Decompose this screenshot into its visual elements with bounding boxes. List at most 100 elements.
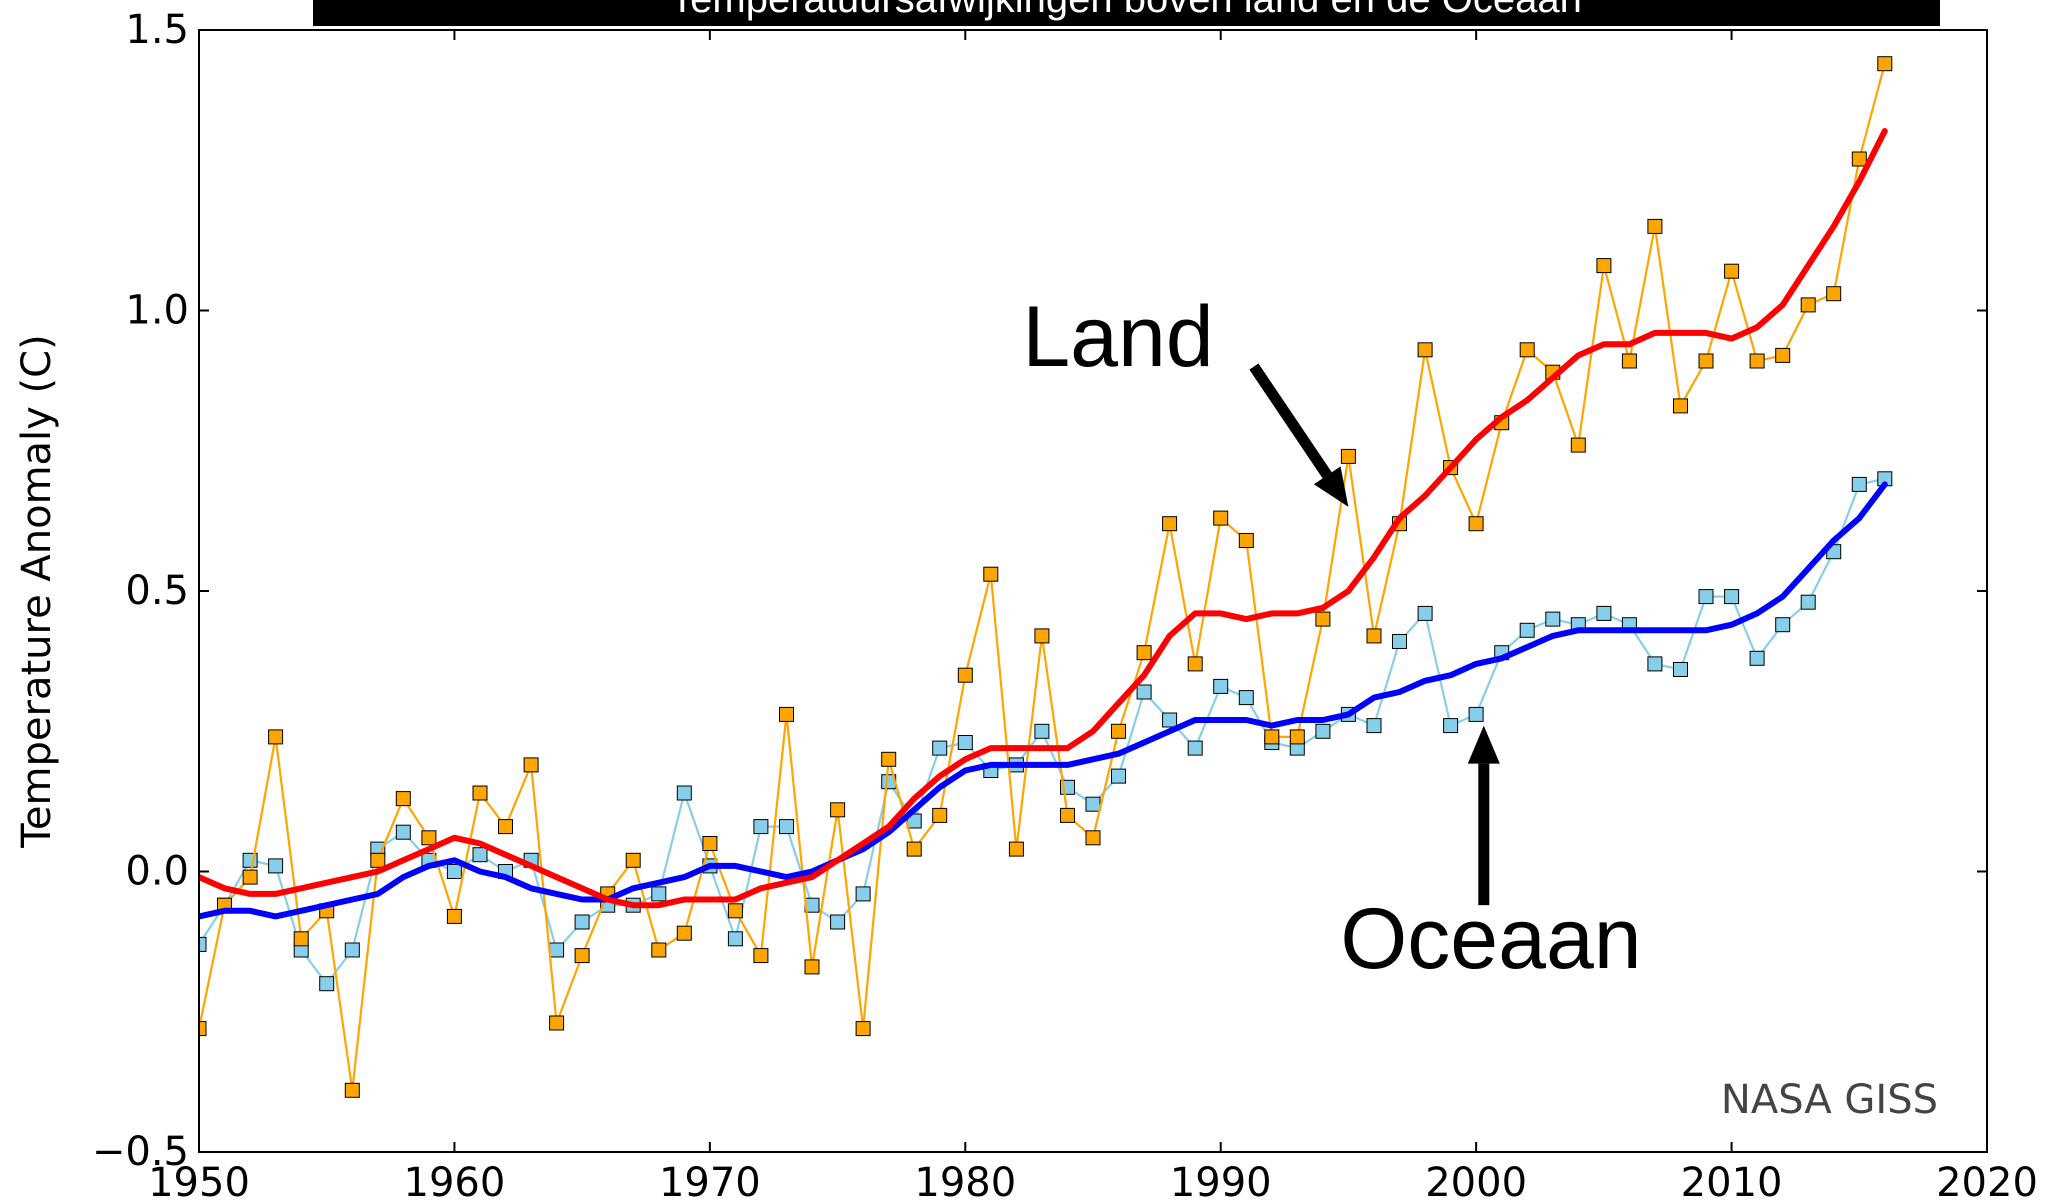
land-annual-point xyxy=(1187,656,1203,672)
land-annual-point xyxy=(957,667,973,683)
ocean-annual-point xyxy=(1724,589,1740,605)
land-annual-point xyxy=(1673,398,1688,414)
land-annual-point xyxy=(676,925,692,941)
ocean-arrow-head xyxy=(1467,725,1500,764)
series-layer xyxy=(199,56,1893,1098)
land-annual-point xyxy=(370,852,386,868)
x-tick-label: 2010 xyxy=(1681,1160,1783,1203)
land-annual-point xyxy=(1238,533,1254,548)
land-label: Land xyxy=(1022,289,1213,385)
ocean-annual-point xyxy=(1545,611,1561,627)
title-bar xyxy=(313,0,1940,26)
land-annual-point xyxy=(1800,297,1816,313)
ocean-annual-series xyxy=(199,471,1893,992)
land-annual-point xyxy=(446,908,462,924)
land-annual-point xyxy=(1034,628,1050,644)
ocean-annual-point xyxy=(676,785,692,801)
ocean-annual-point xyxy=(1392,634,1407,649)
land-smooth-line xyxy=(199,128,1888,909)
ocean-annual-point xyxy=(1851,476,1867,492)
ocean-annual-point xyxy=(446,864,462,879)
land-annual-point xyxy=(1724,263,1740,279)
land-arrow-shaft xyxy=(1249,363,1332,479)
ocean-annual-point xyxy=(1775,617,1791,633)
land-arrow-head xyxy=(1313,466,1349,507)
ocean-annual-point xyxy=(344,942,360,958)
ocean-label: Oceaan xyxy=(1340,891,1641,987)
land-annual-point xyxy=(1468,516,1484,532)
ocean-annual-point xyxy=(1698,589,1714,605)
ocean-annual-point xyxy=(1673,662,1688,677)
land-annual-point xyxy=(1060,807,1075,823)
ocean-annual-point xyxy=(1034,723,1050,739)
land-annual-point xyxy=(1826,286,1842,302)
land-annual-point xyxy=(344,1082,360,1098)
ocean-annual-point xyxy=(1315,723,1331,739)
y-axis-title: Temperature Anomaly (C) xyxy=(14,334,60,848)
land-annual-point xyxy=(932,807,948,823)
land-annual-point xyxy=(1289,729,1305,745)
land-annual-point xyxy=(199,1021,207,1037)
land-annual-point xyxy=(1111,723,1126,739)
ocean-annual-point xyxy=(1800,594,1816,610)
x-tick-label: 1980 xyxy=(914,1160,1016,1203)
x-tick-label: 1950 xyxy=(148,1160,250,1203)
ocean-annual-point xyxy=(1647,656,1663,672)
ocean-annual-point xyxy=(199,936,207,952)
land-annual-point xyxy=(702,836,718,851)
ocean-annual-point xyxy=(1213,678,1229,694)
ocean-annual-point xyxy=(574,914,590,930)
x-tick-label: 1970 xyxy=(659,1160,761,1203)
land-annual-point xyxy=(242,869,258,885)
land-annual-point xyxy=(804,959,820,975)
ocean-smooth-line xyxy=(199,481,1888,920)
y-tick-label: −0.5 xyxy=(92,1129,189,1175)
land-annual-point xyxy=(1749,353,1765,369)
y-tick-label: 0.5 xyxy=(125,568,189,614)
ocean-annual-point xyxy=(268,858,284,874)
land-annual-point xyxy=(1264,729,1280,745)
land-annual-point xyxy=(881,751,897,767)
land-annual-point xyxy=(1877,56,1893,72)
land-annual-point xyxy=(1366,628,1382,644)
ocean-annual-point xyxy=(753,819,769,835)
land-annual-point xyxy=(830,802,846,818)
land-annual-point xyxy=(906,841,922,857)
ocean-annual-point xyxy=(779,819,794,835)
land-annual-point xyxy=(1851,151,1867,167)
ocean-annual-point xyxy=(651,886,667,902)
land-annual-point xyxy=(1315,611,1331,627)
x-tick-label: 1990 xyxy=(1170,1160,1272,1203)
x-tick-label: 2020 xyxy=(1936,1160,2038,1203)
ocean-annual-point xyxy=(1366,718,1382,734)
land-annual-point xyxy=(549,1015,565,1031)
land-annual-point xyxy=(1136,645,1152,661)
tick-layer: −0.5 0.0 0.5 1.0 1.5 1950 1960 1970 1980 1990 2000… xyxy=(92,7,2038,1203)
ocean-annual-point xyxy=(1443,718,1459,734)
ocean-annual-point xyxy=(855,886,871,902)
land-annual-point xyxy=(1213,510,1229,526)
land-annual-point xyxy=(268,729,284,745)
land-annual-point xyxy=(1596,258,1612,274)
land-annual-point xyxy=(753,948,769,964)
land-annual-point xyxy=(1417,342,1433,358)
land-annual-point xyxy=(472,785,488,801)
ocean-annual-point xyxy=(1111,768,1126,784)
land-annual-point xyxy=(651,942,667,958)
land-annual-point xyxy=(293,931,309,947)
land-annual-point xyxy=(574,948,590,964)
ocean-annual-point xyxy=(1468,706,1484,722)
ocean-annual-point xyxy=(727,931,743,947)
land-annual-point xyxy=(983,566,999,582)
land-annual-point xyxy=(498,819,513,835)
ocean-annual-point xyxy=(472,847,488,863)
land-annual-point xyxy=(1340,448,1356,464)
ocean-annual-point xyxy=(1187,740,1203,756)
x-tick-label: 2000 xyxy=(1425,1160,1527,1203)
land-annual-point xyxy=(523,757,539,773)
land-annual-point xyxy=(1775,347,1791,363)
ocean-annual-point xyxy=(1596,605,1612,621)
land-annual-point xyxy=(1698,353,1714,369)
